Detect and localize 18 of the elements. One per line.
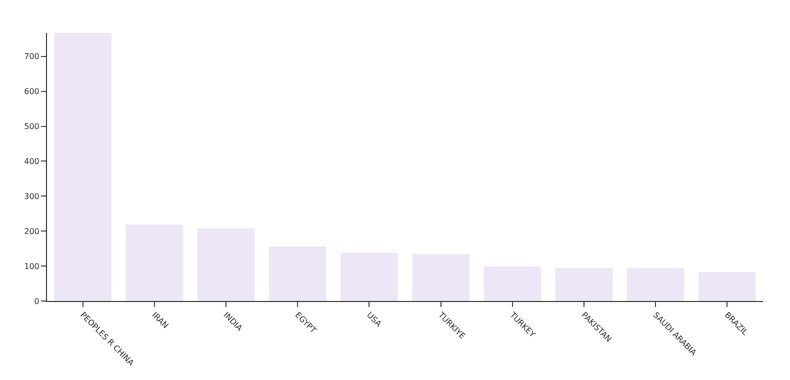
y-tick-label: 300 — [24, 192, 40, 201]
bar — [412, 254, 470, 301]
y-tick-label: 500 — [24, 122, 40, 132]
bar — [555, 268, 613, 301]
bar — [54, 33, 112, 301]
bar — [268, 246, 326, 301]
y-tick-label: 0 — [34, 296, 40, 306]
y-tick-label: 600 — [24, 87, 40, 96]
bar — [340, 252, 398, 301]
y-tick-label: 400 — [24, 157, 40, 166]
bar — [698, 272, 756, 301]
y-tick-label: 700 — [24, 52, 40, 62]
bar — [484, 266, 542, 301]
bar — [197, 228, 255, 301]
y-tick-label: 100 — [24, 262, 40, 271]
bar — [126, 224, 184, 301]
bar — [626, 268, 684, 301]
y-tick-label: 200 — [24, 226, 40, 236]
